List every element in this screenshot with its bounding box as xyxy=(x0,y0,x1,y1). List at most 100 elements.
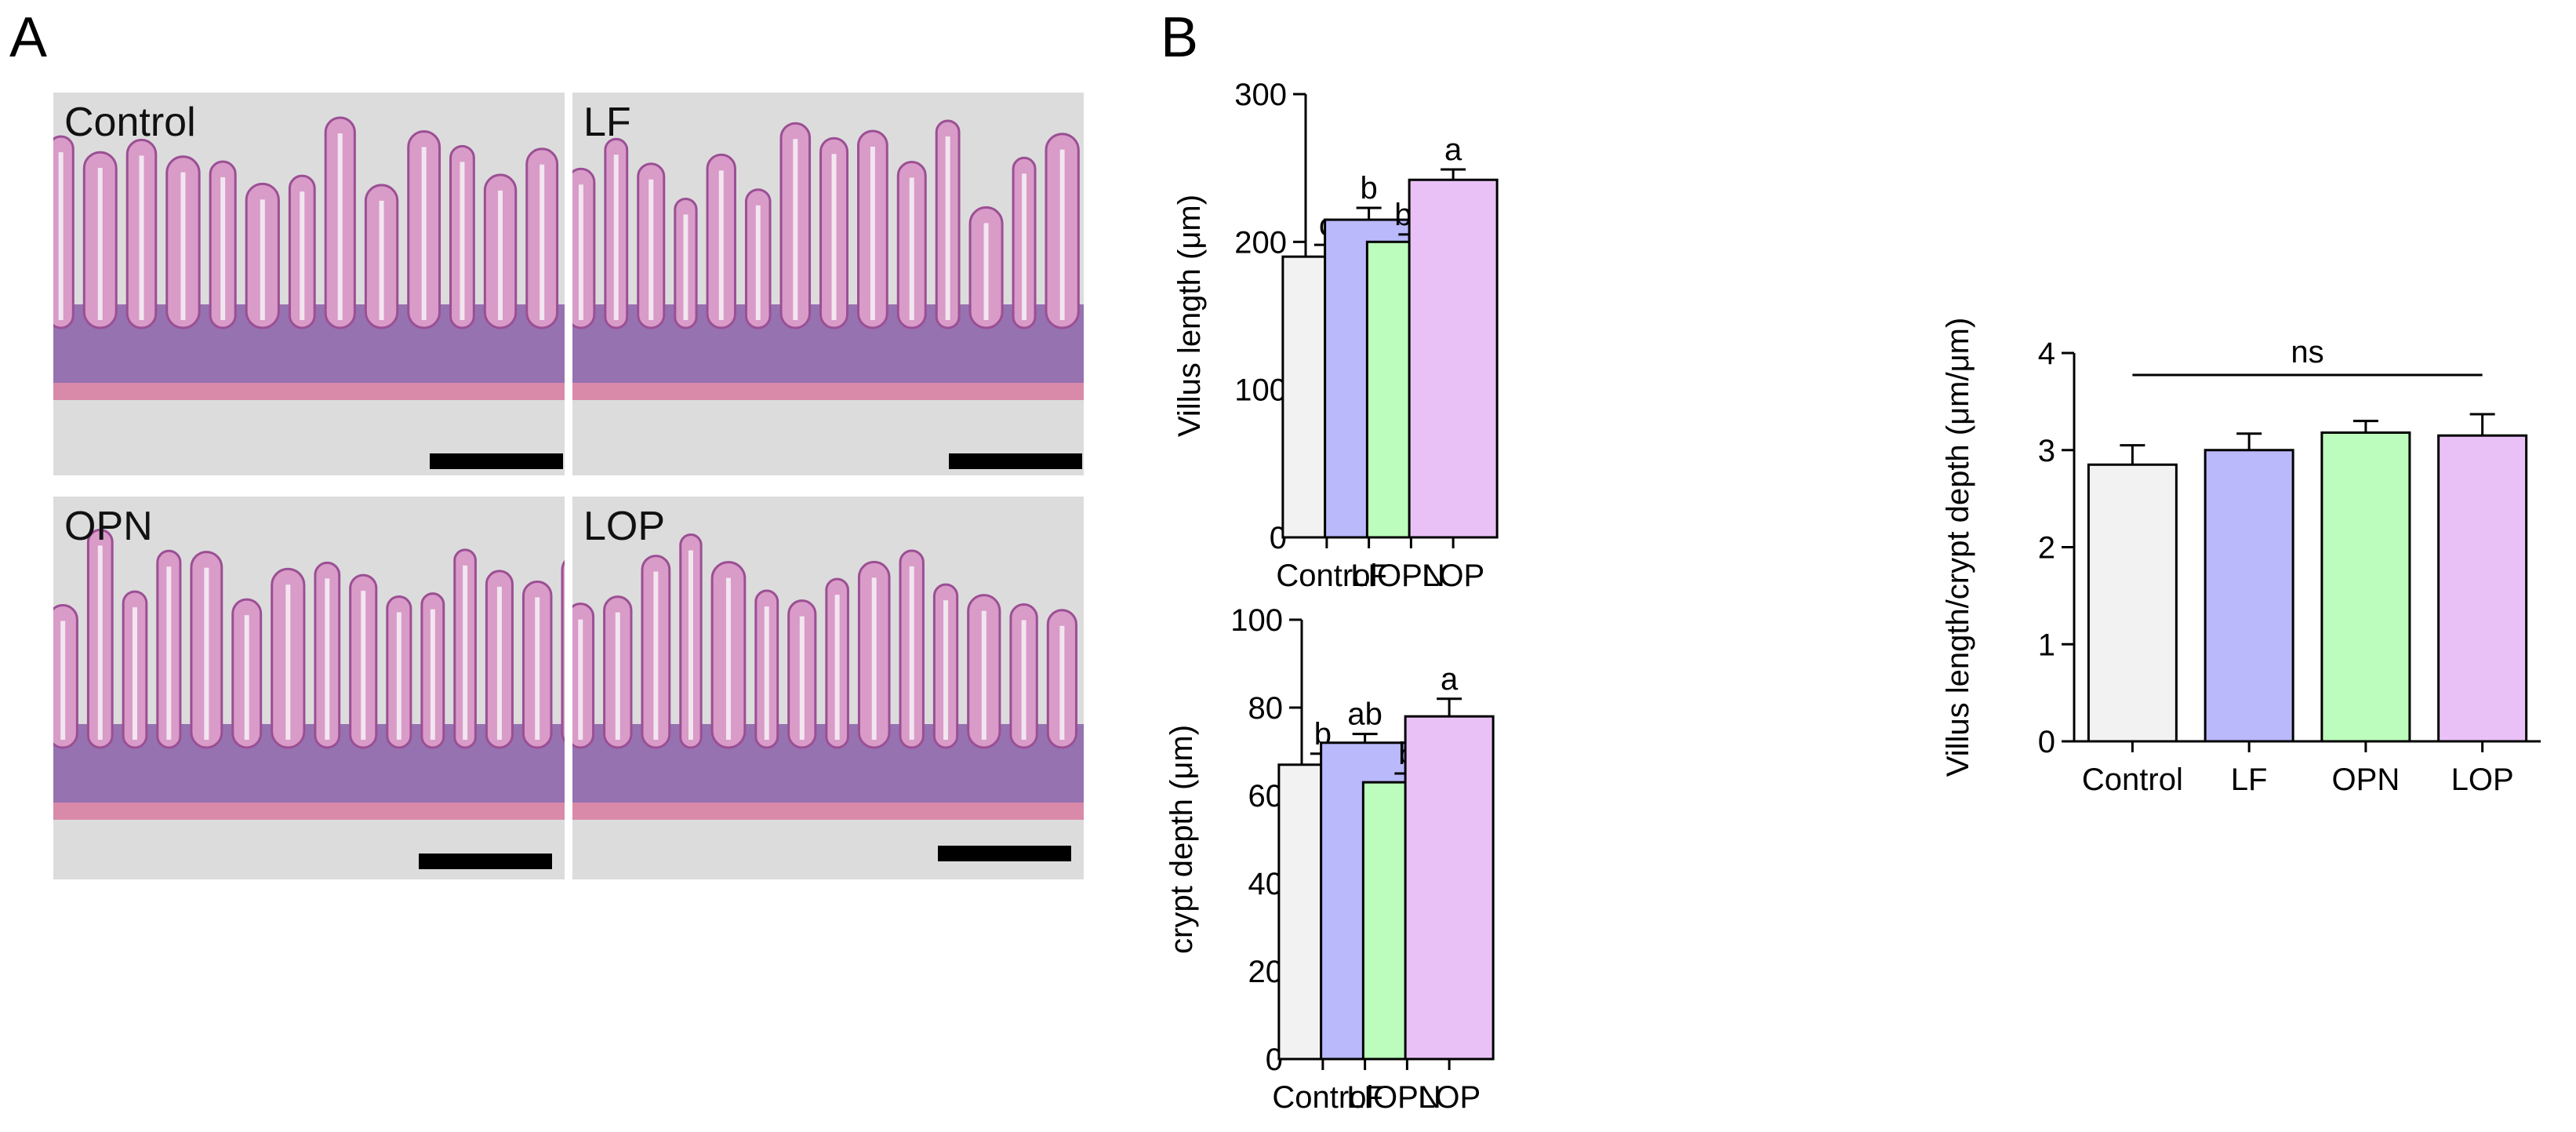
x-tick-label: Control xyxy=(1272,1080,1373,1115)
villus-core xyxy=(834,595,840,740)
villus-core xyxy=(725,577,731,740)
histology-image xyxy=(53,497,565,879)
y-tick-label: 2 xyxy=(2038,531,2055,566)
villus-core xyxy=(909,177,914,320)
bar-lf xyxy=(2204,449,2294,743)
villus-core xyxy=(831,154,837,320)
villus-core xyxy=(139,155,144,320)
y-tick-label: 1 xyxy=(2038,628,2055,662)
villus-core xyxy=(204,567,209,740)
x-tick-label: Control xyxy=(2082,763,2183,797)
villus-core xyxy=(578,184,583,320)
villus-core xyxy=(166,566,172,740)
villus-core xyxy=(220,177,226,320)
villus xyxy=(572,167,596,329)
y-tick-label: 100 xyxy=(1230,603,1283,638)
villus-core xyxy=(981,610,986,740)
scale-bar xyxy=(419,854,552,869)
significance-letter: ab xyxy=(1347,697,1382,732)
villus-core xyxy=(285,584,291,740)
y-tick-label: 100 xyxy=(1234,373,1287,408)
x-tick-label: OPN xyxy=(1373,1080,1441,1115)
villus-core xyxy=(540,164,545,320)
x-tick-label: Control xyxy=(1276,559,1377,593)
muscle-layer xyxy=(53,803,565,820)
villus-core xyxy=(337,133,343,320)
villus-core xyxy=(793,139,798,320)
y-tick-label: 60 xyxy=(1248,779,1284,814)
micrograph-label: OPN xyxy=(64,504,153,549)
significance-letter: a xyxy=(1441,662,1459,697)
x-tick-label: LOP xyxy=(2451,763,2514,797)
x-tick-label: LOP xyxy=(1418,1080,1481,1115)
villus-core xyxy=(361,591,366,740)
significance-letter: b xyxy=(1361,171,1378,206)
bar-lop xyxy=(2437,434,2528,743)
micrograph-opn: OPN xyxy=(53,497,565,879)
villus-core xyxy=(613,155,619,320)
x-tick-label: OPN xyxy=(1377,559,1445,593)
significance-letter: a xyxy=(1444,133,1462,167)
villus-core xyxy=(1059,625,1065,740)
y-tick-label: 200 xyxy=(1234,225,1287,260)
scale-bar xyxy=(949,453,1082,469)
bar-lop xyxy=(1408,178,1499,539)
muscle-layer xyxy=(53,383,565,400)
micrograph-label: Control xyxy=(64,100,196,145)
x-tick-label: OPN xyxy=(2332,763,2400,797)
villus-core xyxy=(396,612,401,740)
y-axis-label: Villus length/crypt depth (μm/μm) xyxy=(1945,318,1975,777)
villus-core xyxy=(132,607,137,740)
y-tick-label: 80 xyxy=(1248,691,1284,726)
y-tick-label: 40 xyxy=(1248,867,1284,901)
bar-opn xyxy=(2320,431,2411,743)
villus-core xyxy=(688,550,693,740)
villus xyxy=(561,559,565,743)
micrograph-lop: LOP xyxy=(572,497,1084,879)
villus-core xyxy=(578,619,583,740)
scale-bar xyxy=(938,846,1071,861)
muscle-layer xyxy=(572,383,1084,400)
villus xyxy=(572,602,595,749)
villus-core xyxy=(870,146,875,320)
villus-core xyxy=(871,577,877,740)
villus-core xyxy=(421,147,427,320)
x-tick-label: LF xyxy=(1346,1080,1383,1115)
panel-label-b: B xyxy=(1161,6,1199,69)
micrograph-control: Control xyxy=(53,93,565,475)
villus-core xyxy=(799,616,805,740)
panel-label-a: A xyxy=(9,6,48,69)
villus-core xyxy=(764,606,769,740)
histology-image xyxy=(572,93,1084,475)
villus-core xyxy=(755,205,761,320)
villus-core xyxy=(463,565,468,740)
villus-core xyxy=(260,199,265,320)
y-tick-label: 300 xyxy=(1234,78,1287,112)
villus-core xyxy=(983,223,989,320)
y-axis-label: Villus length (μm) xyxy=(1172,195,1207,437)
bar-lop xyxy=(1404,715,1495,1061)
villus-core xyxy=(430,609,435,740)
villus-core xyxy=(1059,149,1065,320)
villus-crypt-ratio-chart: 0 1 2 3 4 Villus length/crypt depth (μm/μm) Co… xyxy=(1945,318,2541,797)
scale-bar xyxy=(430,453,563,469)
muscle-layer xyxy=(572,803,1084,820)
villus-core xyxy=(615,612,620,740)
micrograph-label: LOP xyxy=(583,504,666,549)
villus-core xyxy=(244,615,249,740)
villus-core xyxy=(649,179,654,320)
villus-core xyxy=(718,170,724,320)
bar-control xyxy=(2087,463,2178,743)
histology-image xyxy=(572,497,1084,879)
y-tick-label: 0 xyxy=(2038,725,2055,759)
villus-core xyxy=(379,200,384,320)
villus-core xyxy=(60,621,66,740)
micrograph-lf: LF xyxy=(572,93,1084,475)
villus-core xyxy=(58,152,64,320)
villus-core xyxy=(945,136,950,320)
significance-label: ns xyxy=(2291,335,2323,369)
y-tick-label: 3 xyxy=(2038,434,2055,468)
villus-core xyxy=(97,168,103,320)
